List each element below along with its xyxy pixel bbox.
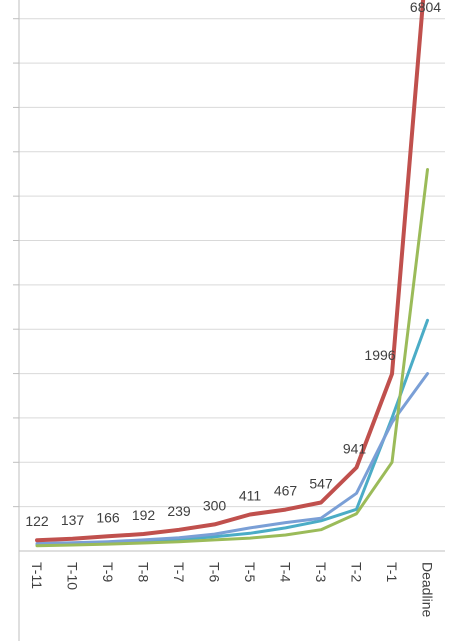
data-label: 300 bbox=[203, 497, 227, 513]
category-label: T-2 bbox=[349, 562, 365, 582]
category-label: Deadline bbox=[420, 562, 436, 617]
series-lines bbox=[35, 0, 429, 548]
category-axis-labels: T-11 T-10 T-9 T-8 T-7 T-6 T-5 T-4 T-3 T-2 T-1 Deadl… bbox=[29, 562, 436, 617]
category-label: T-3 bbox=[313, 562, 329, 582]
data-label: 941 bbox=[343, 441, 367, 457]
series-line-4 bbox=[35, 372, 429, 545]
data-label: 122 bbox=[25, 513, 49, 529]
data-label: 411 bbox=[239, 488, 262, 504]
data-label: 192 bbox=[132, 507, 156, 523]
series-line-1 bbox=[35, 0, 426, 543]
category-label: T-4 bbox=[278, 562, 294, 582]
category-label: T-8 bbox=[136, 562, 152, 582]
category-label: T-11 bbox=[29, 562, 45, 589]
series-line-2 bbox=[35, 168, 429, 548]
data-labels: 122 137 166 192 239 300 411 467 547 941 1996 6804 bbox=[25, 0, 441, 529]
category-label: T-1 bbox=[384, 562, 400, 582]
data-label: 547 bbox=[309, 475, 333, 491]
category-label: T-9 bbox=[100, 562, 116, 582]
data-label: 166 bbox=[96, 509, 120, 525]
category-label: T-5 bbox=[242, 562, 258, 582]
gridlines bbox=[19, 18, 445, 508]
data-label: 467 bbox=[274, 483, 298, 499]
category-label: T-7 bbox=[171, 562, 187, 582]
axes bbox=[13, 0, 445, 641]
data-label: 239 bbox=[167, 503, 191, 519]
category-label: T-10 bbox=[65, 562, 81, 590]
data-label: 1996 bbox=[364, 347, 395, 363]
data-label: 6804 bbox=[410, 0, 441, 15]
category-label: T-6 bbox=[207, 562, 223, 582]
data-label: 137 bbox=[61, 512, 85, 528]
